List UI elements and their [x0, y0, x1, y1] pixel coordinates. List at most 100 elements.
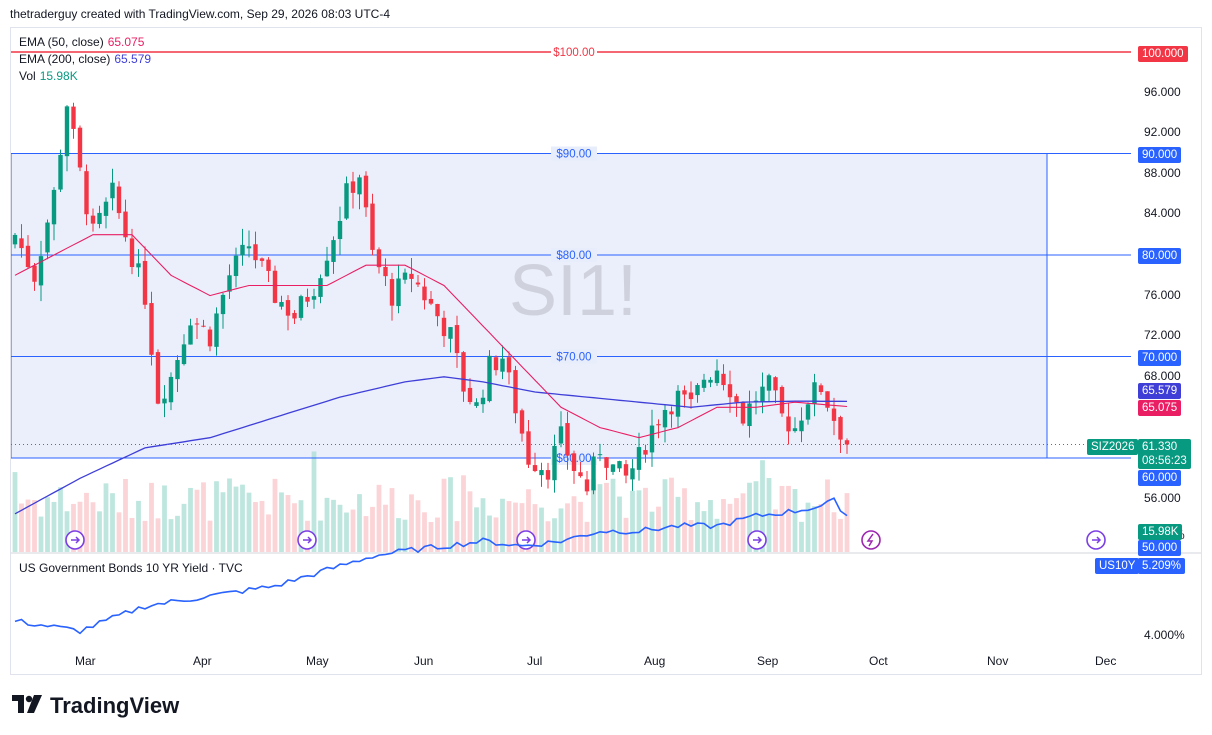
volume-bar [246, 492, 252, 552]
candle-body [12, 234, 18, 245]
candle-body [656, 424, 661, 426]
volume-bar [844, 493, 850, 552]
volume-bar [480, 498, 486, 552]
volume-bar [272, 478, 278, 552]
candle-body [500, 358, 505, 372]
volume-bar [558, 508, 564, 552]
volume-bar [545, 521, 551, 552]
volume-bar [441, 478, 447, 552]
volume-bar [155, 518, 161, 552]
candle-body [539, 470, 544, 476]
event-marker-icon[interactable] [65, 530, 85, 550]
candle-body [402, 272, 408, 280]
volume-bar [610, 478, 616, 552]
volume-bar [623, 517, 629, 552]
volume-bar [77, 501, 83, 552]
tradingview-logo[interactable]: TradingView [12, 693, 179, 719]
candle-body [643, 450, 648, 455]
candle-body [545, 470, 551, 480]
volume-bar [565, 503, 570, 552]
candle-body [318, 278, 323, 297]
candle-body [740, 402, 746, 424]
candle-body [227, 275, 232, 292]
chart-canvas[interactable]: SI1! $100.00$90.00$80.00$70.00$60.00 [11, 28, 1201, 674]
volume-legend[interactable]: Vol 15.98K [19, 69, 82, 83]
volume-bar [142, 520, 148, 552]
level-label-100: $100.00 [553, 47, 595, 59]
event-markers[interactable] [65, 530, 1106, 550]
candle-body [285, 300, 291, 316]
candle-body [591, 456, 596, 491]
candle-body [610, 464, 616, 472]
volume-bar [552, 518, 557, 552]
candle-body [142, 260, 148, 305]
volume-bar [175, 515, 180, 552]
volume-bar [201, 482, 206, 552]
candle-body [708, 379, 713, 383]
candle-body [441, 317, 447, 337]
volume-bar [25, 499, 31, 552]
price-box[interactable] [11, 153, 1048, 459]
price-tick-label: 72.000 [1144, 328, 1181, 343]
volume-bar [435, 517, 440, 552]
chart-frame[interactable]: SI1! $100.00$90.00$80.00$70.00$60.00 EMA… [10, 27, 1202, 675]
volume-bar [799, 521, 804, 552]
symbol-watermark: SI1! [509, 251, 637, 331]
candle-body [493, 357, 499, 371]
dividend-event-icon[interactable] [861, 530, 881, 550]
price-tag-60: 60.000 [1138, 470, 1182, 486]
candle-body [448, 327, 453, 339]
event-marker-icon[interactable] [747, 530, 767, 550]
bar-countdown: 08:56:23 [1142, 455, 1187, 467]
event-marker-icon[interactable] [297, 530, 317, 550]
candle-body [279, 302, 284, 307]
candle-body [168, 376, 174, 403]
candle-body [259, 258, 265, 261]
candle-body [136, 263, 141, 268]
candle-body [90, 215, 96, 224]
volume-bar [220, 492, 226, 552]
candle-body [825, 391, 830, 408]
price-tick-label: 56.000 [1144, 490, 1181, 505]
event-marker-icon[interactable] [516, 530, 536, 550]
volume-bar [454, 521, 460, 552]
volume-bar [630, 490, 635, 552]
candle-body [630, 468, 635, 480]
price-tag-100: 100.000 [1138, 46, 1188, 62]
time-tick-label: Sep [757, 654, 779, 668]
volume-bar [188, 487, 193, 552]
event-marker-icon[interactable] [1086, 530, 1106, 550]
volume-bar [695, 502, 700, 552]
ema200-price-tag: 65.579 [1138, 383, 1182, 399]
volume-bar [363, 516, 369, 552]
bond-value-tag: 5.209% [1138, 558, 1186, 574]
candle-body [721, 373, 726, 386]
candle-body [305, 296, 310, 302]
volume-bar [760, 460, 765, 552]
volume-legend-value: 15.98K [39, 69, 78, 83]
ema200-legend[interactable]: EMA (200, close) 65.579 [19, 52, 155, 66]
volume-bar [396, 518, 401, 552]
candle-body [71, 106, 76, 129]
candle-body [669, 411, 674, 415]
ema200-legend-value: 65.579 [114, 52, 152, 66]
symbol-tag: SIZ2026 [1087, 439, 1139, 455]
volume-bar [19, 503, 24, 552]
candle-body [578, 472, 583, 477]
candle-body [207, 329, 213, 347]
candle-body [266, 259, 271, 271]
volume-bar [643, 487, 648, 552]
volume-bar [669, 477, 674, 552]
volume-bar [285, 495, 291, 552]
price-tag-50: 50.000 [1138, 540, 1182, 556]
volume-bar [584, 521, 590, 552]
candle-body [292, 312, 297, 319]
ema50-legend[interactable]: EMA (50, close) 65.075 [19, 35, 148, 49]
volume-bar [227, 478, 232, 552]
volume-bar [474, 507, 479, 552]
volume-bar [350, 509, 356, 552]
candle-body [58, 154, 63, 190]
candle-body [175, 360, 180, 380]
candle-body [214, 313, 219, 347]
volume-bar [298, 500, 304, 552]
